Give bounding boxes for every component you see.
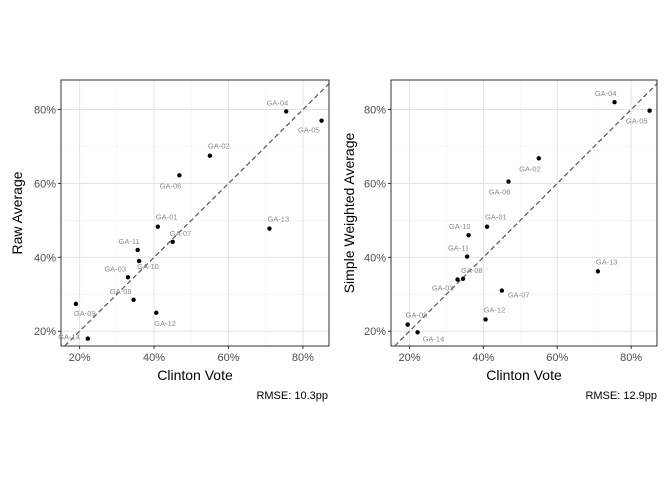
data-point-ga-08 bbox=[131, 297, 136, 303]
x-tick-label: 60% bbox=[546, 352, 568, 364]
point-label-ga-05: GA-05 bbox=[626, 117, 648, 126]
data-point-ga-09 bbox=[405, 322, 410, 327]
y-tick-label: 80% bbox=[364, 105, 386, 117]
data-point-ga-02 bbox=[207, 153, 213, 158]
data-point-ga-06 bbox=[506, 179, 511, 184]
y-tick-label: 40% bbox=[364, 252, 386, 264]
data-point-ga-12 bbox=[483, 317, 488, 322]
y-tick-label: 80% bbox=[34, 105, 56, 117]
point-label-ga-14: GA-14 bbox=[58, 333, 80, 342]
data-point-ga-07 bbox=[170, 239, 175, 245]
x-tick-label: 20% bbox=[69, 352, 91, 364]
data-point-ga-03 bbox=[125, 275, 131, 280]
point-label-ga-05: GA-05 bbox=[298, 126, 320, 135]
y-tick-label: 60% bbox=[34, 178, 56, 190]
data-point-ga-12 bbox=[154, 310, 159, 315]
panel-background bbox=[61, 80, 329, 346]
data-point-ga-03 bbox=[455, 277, 460, 282]
point-label-ga-02: GA-02 bbox=[519, 164, 541, 173]
rmse-caption: RMSE: 12.9pp bbox=[585, 390, 657, 402]
data-point-ga-11 bbox=[464, 254, 470, 259]
point-label-ga-11: GA-11 bbox=[448, 244, 469, 253]
point-label-ga-08: GA-08 bbox=[110, 287, 132, 296]
data-point-ga-04 bbox=[612, 99, 617, 105]
point-label-ga-12: GA-12 bbox=[484, 305, 506, 314]
point-label-ga-04: GA-04 bbox=[595, 89, 617, 98]
y-tick-label: 20% bbox=[34, 326, 56, 338]
data-point-ga-07 bbox=[499, 288, 505, 293]
data-point-ga-01 bbox=[155, 224, 160, 229]
point-label-ga-12: GA-12 bbox=[154, 319, 176, 328]
point-label-ga-10: GA-10 bbox=[137, 262, 159, 271]
data-point-ga-05 bbox=[319, 118, 324, 123]
point-label-ga-10: GA-10 bbox=[449, 222, 471, 231]
panel-simple-weighted-average: 20% 40% 60% 80% 20% 40% 60% 80% Clinton Vote Simp… bbox=[341, 79, 658, 402]
y-axis-title: Simple Weighted Average bbox=[341, 133, 357, 294]
data-point-ga-01 bbox=[484, 224, 490, 229]
panel-border bbox=[60, 79, 330, 347]
point-label-ga-08: GA-08 bbox=[461, 266, 483, 275]
x-tick-label: 40% bbox=[472, 352, 494, 364]
data-point-ga-13 bbox=[267, 226, 272, 231]
data-point-ga-11 bbox=[135, 247, 140, 253]
data-point-ga-09 bbox=[73, 301, 79, 307]
y-tick-label: 60% bbox=[364, 178, 386, 190]
point-label-ga-01: GA-01 bbox=[156, 213, 178, 222]
data-point-ga-13 bbox=[595, 269, 601, 274]
point-label-ga-01: GA-01 bbox=[485, 213, 507, 222]
x-axis-title: Clinton Vote bbox=[486, 367, 562, 383]
data-point-ga-14 bbox=[415, 330, 420, 335]
point-label-ga-09: GA-09 bbox=[74, 309, 96, 318]
point-label-ga-04: GA-04 bbox=[267, 98, 289, 107]
data-point-ga-05 bbox=[647, 108, 652, 113]
data-point-ga-02 bbox=[536, 156, 541, 161]
point-label-ga-06: GA-06 bbox=[489, 188, 511, 197]
point-label-ga-03: GA-03 bbox=[104, 264, 126, 273]
y-axis-title: Raw Average bbox=[9, 171, 25, 254]
data-point-ga-08 bbox=[460, 276, 466, 281]
x-tick-label: 60% bbox=[217, 352, 239, 364]
x-tick-label: 40% bbox=[143, 352, 165, 364]
data-point-ga-04 bbox=[283, 109, 289, 114]
point-label-ga-06: GA-06 bbox=[160, 181, 182, 190]
x-tick-label: 80% bbox=[620, 352, 642, 364]
point-label-ga-11: GA-11 bbox=[119, 237, 140, 246]
point-label-ga-14: GA-14 bbox=[423, 334, 445, 343]
point-label-ga-09: GA-09 bbox=[406, 311, 428, 320]
y-tick-label: 40% bbox=[34, 252, 56, 264]
panel-border bbox=[390, 79, 658, 347]
point-label-ga-13: GA-13 bbox=[267, 215, 289, 224]
point-label-ga-03: GA-03 bbox=[432, 284, 454, 293]
reference-line-y-equals-x bbox=[64, 83, 330, 347]
data-point-ga-10 bbox=[466, 232, 471, 238]
panel-raw-average: 20% 40% 60% 80% 20% 40% 60% 80% Clinton Vote Raw … bbox=[9, 79, 330, 402]
x-tick-label: 20% bbox=[398, 352, 420, 364]
reference-line-y-equals-x bbox=[394, 83, 658, 347]
point-label-ga-07: GA-07 bbox=[508, 291, 530, 300]
panel-background bbox=[391, 80, 657, 346]
x-axis-title: Clinton Vote bbox=[157, 367, 233, 383]
data-point-ga-06 bbox=[177, 173, 182, 178]
y-tick-label: 20% bbox=[364, 326, 386, 338]
point-label-ga-13: GA-13 bbox=[596, 257, 618, 266]
data-point-ga-14 bbox=[85, 336, 91, 341]
point-label-ga-07: GA-07 bbox=[170, 229, 192, 238]
x-tick-label: 80% bbox=[292, 352, 314, 364]
data-point-ga-10 bbox=[136, 258, 142, 264]
point-label-ga-02: GA-02 bbox=[208, 142, 230, 151]
rmse-caption: RMSE: 10.3pp bbox=[256, 390, 328, 402]
